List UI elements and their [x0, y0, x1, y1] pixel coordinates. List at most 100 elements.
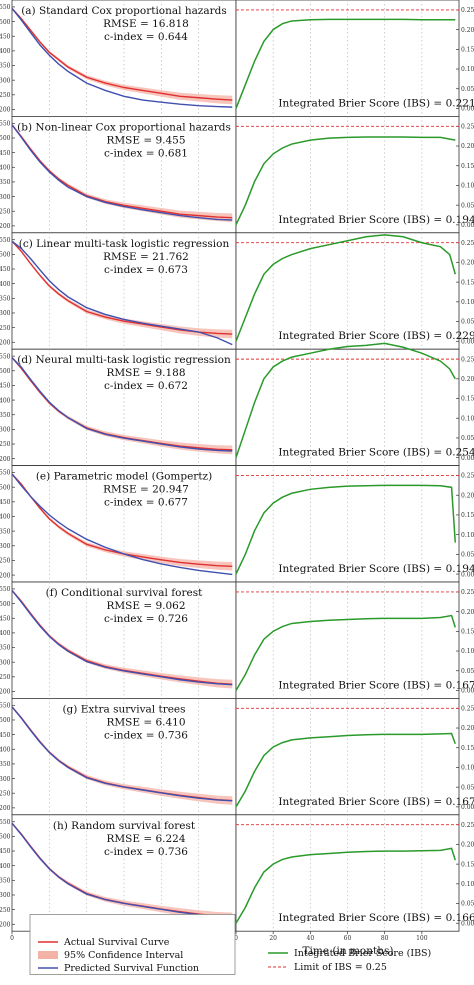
right-y-tick-label: 0.25: [461, 473, 474, 480]
cindex-label: c-index = 0.644: [104, 31, 188, 43]
right-y-tick-label: 0.20: [461, 27, 474, 34]
ci-band: [12, 705, 233, 805]
brier-score-line: [235, 614, 456, 691]
left-y-tick-label: 500: [0, 252, 11, 259]
cindex-label: c-index = 0.677: [104, 497, 188, 509]
left-y-tick-label: 350: [0, 878, 11, 885]
panel-h: 200 250 300 350 400 450 500 550 0.00 0.05 0.10 0.15…: [0, 814, 474, 932]
left-y-tick-label: 200: [0, 805, 11, 812]
right-y-tick-label: 0.10: [461, 66, 474, 73]
left-y-tick-label: 500: [0, 484, 11, 491]
left-y-tick-label: 500: [0, 601, 11, 608]
right-y-tick-label: 0.00: [461, 455, 474, 462]
panel-d: 200 250 300 350 400 450 500 550 0.00 0.05 0.10 0.15…: [0, 342, 474, 467]
right-y-tick-label: 0.05: [461, 435, 474, 442]
right-y-tick-label: 0.15: [461, 279, 474, 286]
panel-e: 200 250 300 350 400 450 500 550 0.00 0.05 0.10 0.15…: [0, 465, 474, 583]
left-y-tick-label: 450: [0, 615, 11, 622]
left-y-tick-label: 550: [0, 4, 11, 11]
right-y-tick-label: 0.10: [461, 415, 474, 422]
right-y-tick-label: 0.10: [461, 183, 474, 190]
left-y-tick-label: 500: [0, 19, 11, 26]
right-y-tick-label: 0.15: [461, 745, 474, 752]
ci-band: [12, 473, 233, 571]
left-y-tick-label: 200: [0, 921, 11, 928]
left-y-tick-label: 450: [0, 266, 11, 273]
right-y-tick-label: 0.15: [461, 396, 474, 403]
panel-b: 200 250 300 350 400 450 500 550 0.00 0.05 0.10 0.15…: [0, 116, 474, 234]
left-y-tick-label: 400: [0, 164, 11, 171]
brier-score-line: [235, 484, 457, 575]
left-y-tick-label: 500: [0, 717, 11, 724]
right-y-tick-label: 0.00: [461, 222, 474, 229]
right-y-tick-label: 0.10: [461, 765, 474, 772]
left-y-tick-label: 350: [0, 179, 11, 186]
left-y-tick-label: 250: [0, 790, 11, 797]
left-y-tick-label: 550: [0, 353, 11, 360]
right-y-tick-label: 0.25: [461, 124, 474, 131]
rmse-label: RMSE = 20.947: [103, 484, 189, 496]
right-y-tick-label: 0.15: [461, 861, 474, 868]
panel-title: (h) Random survival forest: [53, 820, 196, 832]
right-y-tick-label: 0.05: [461, 202, 474, 209]
right-y-tick-label: 0.00: [461, 338, 474, 345]
left-y-tick-label: 200: [0, 223, 11, 230]
brier-score-line: [235, 234, 457, 342]
left-y-tick-label: 400: [0, 48, 11, 55]
right-y-tick-label: 0.25: [461, 240, 474, 247]
left-y-tick-label: 350: [0, 412, 11, 419]
panel-title: (d) Neural multi-task logistic regressio…: [17, 354, 231, 366]
left-y-tick-label: 250: [0, 441, 11, 448]
right-y-tick-label: 0.05: [461, 552, 474, 559]
left-y-tick-label: 250: [0, 558, 11, 565]
cindex-label: c-index = 0.673: [104, 264, 188, 276]
left-y-tick-label: 350: [0, 296, 11, 303]
rmse-label: RMSE = 9.188: [106, 367, 185, 379]
cindex-label: c-index = 0.726: [104, 613, 188, 625]
predicted-survival-line: [11, 124, 233, 221]
brier-score-line: [235, 136, 456, 226]
cindex-label: c-index = 0.681: [104, 147, 188, 159]
left-y-tick-label: 550: [0, 819, 11, 826]
right-x-tick-label: 60: [344, 935, 352, 942]
right-y-tick-label: 0.10: [461, 299, 474, 306]
ibs-value-label: Integrated Brier Score (IBS) = 0.167: [278, 679, 474, 691]
ci-band: [12, 7, 233, 105]
right-y-tick-label: 0.10: [461, 532, 474, 539]
left-y-tick-label: 450: [0, 150, 11, 157]
actual-survival-line: [11, 7, 233, 101]
right-y-tick-label: 0.20: [461, 609, 474, 616]
predicted-survival-line: [11, 822, 233, 918]
right-x-tick-label: 0: [234, 935, 238, 942]
left-y-tick-label: 350: [0, 645, 11, 652]
panel-title: (a) Standard Cox proportional hazards: [21, 5, 227, 17]
ci-band: [12, 356, 233, 455]
legend-ci-label: 95% Confidence Interval: [64, 950, 183, 961]
left-y-tick-label: 300: [0, 310, 11, 317]
left-y-tick-label: 300: [0, 659, 11, 666]
legend-ci-swatch: [38, 951, 58, 959]
right-y-tick-label: 0.00: [461, 688, 474, 695]
predicted-survival-line: [11, 7, 233, 108]
left-y-tick-label: 400: [0, 281, 11, 288]
ibs-value-label: Integrated Brier Score (IBS) = 0.194: [278, 214, 474, 226]
actual-survival-line: [11, 124, 233, 219]
ci-band: [12, 589, 233, 689]
legend: Actual Survival Curve 95% Confidence Inte…: [29, 914, 431, 975]
right-y-tick-label: 0.05: [461, 86, 474, 93]
left-y-tick-label: 500: [0, 368, 11, 375]
ci-band: [12, 822, 233, 922]
right-y-tick-label: 0.20: [461, 492, 474, 499]
rmse-label: RMSE = 6.224: [106, 833, 185, 845]
right-y-tick-label: 0.00: [461, 571, 474, 578]
panel-title: (f) Conditional survival forest: [46, 587, 203, 599]
predicted-survival-line: [11, 473, 233, 576]
panel-f: 200 250 300 350 400 450 500 550 0.00 0.05 0.10 0.15…: [0, 581, 474, 699]
legend-predicted-label: Predicted Survival Function: [64, 963, 199, 974]
left-y-tick-label: 450: [0, 383, 11, 390]
right-y-tick-label: 0.20: [461, 260, 474, 267]
brier-score-line: [235, 342, 456, 458]
right-x-tick-label: 100: [416, 935, 428, 942]
left-x-tick-label: 0: [10, 935, 14, 942]
